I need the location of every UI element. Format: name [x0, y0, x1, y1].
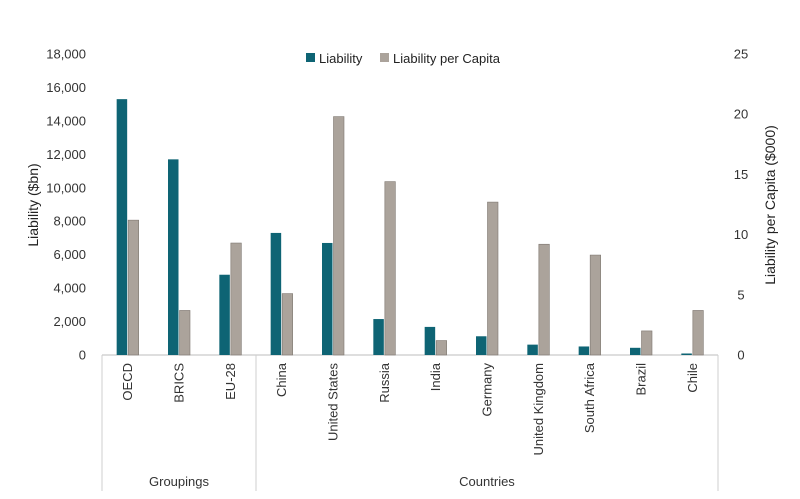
y-axis-title: Liability ($bn) [25, 163, 41, 246]
bar-liability [270, 232, 282, 355]
bar-liability-per-capita [435, 340, 447, 356]
y-tick-label: 14,000 [46, 113, 86, 128]
bar-liability-per-capita [281, 293, 293, 356]
y-tick-label: 6,000 [53, 247, 86, 262]
y-tick-label: 4,000 [53, 281, 86, 296]
x-tick-label: Germany [480, 363, 495, 417]
bar-liability-per-capita [487, 201, 499, 356]
x-tick-label: India [428, 362, 443, 391]
group-label: Groupings [149, 474, 209, 489]
y-tick-label: 18,000 [46, 47, 86, 62]
bar-liability [476, 336, 487, 355]
y2-tick-label: 10 [734, 227, 748, 242]
x-tick-label: Brazil [634, 363, 649, 396]
x-tick-label: BRICS [172, 363, 187, 403]
bar-liability [578, 346, 590, 355]
x-tick-label: OECD [120, 363, 135, 401]
y-tick-label: 10,000 [46, 180, 86, 195]
legend-swatch-liability-per-capita [380, 53, 389, 62]
bar-liability [116, 99, 128, 356]
x-tick-label: United States [326, 363, 341, 442]
x-tick-label: EU-28 [223, 363, 238, 400]
bar-liability-per-capita [641, 330, 653, 356]
bar-liability [630, 347, 641, 355]
x-tick-label: Chile [685, 363, 700, 393]
bar-liability-per-capita [692, 310, 704, 356]
x-tick-label: South Africa [582, 362, 597, 433]
y-tick-label: 16,000 [46, 80, 86, 95]
x-tick-label: China [274, 362, 289, 397]
bar-liability [219, 274, 230, 355]
group-label: Countries [459, 474, 515, 489]
y2-tick-label: 0 [737, 348, 744, 363]
legend-label-liability-per-capita: Liability per Capita [393, 51, 501, 66]
legend-swatch-liability [306, 53, 315, 62]
bar-liability [527, 344, 538, 355]
x-tick-label: United Kingdom [531, 363, 546, 456]
bar-liability-per-capita [333, 116, 345, 356]
bar-liability-per-capita [589, 254, 601, 356]
y-tick-label: 8,000 [53, 214, 86, 229]
bar-liability-per-capita [179, 310, 191, 356]
bar-liability-per-capita [384, 181, 396, 356]
legend-label-liability: Liability [319, 51, 363, 66]
y-tick-label: 2,000 [53, 314, 86, 329]
y2-tick-label: 20 [734, 107, 748, 122]
plot-area: 0 2,000 4,000 6,000 8,000 10,000 12,000 14,000 1… [46, 47, 748, 491]
y2-tick-label: 25 [734, 47, 748, 62]
y-tick-label: 12,000 [46, 147, 86, 162]
bar-liability-per-capita [127, 219, 139, 356]
y-tick-label: 0 [79, 348, 86, 363]
bar-liability-per-capita [230, 242, 242, 356]
y2-tick-label: 15 [734, 167, 748, 182]
bar-liability [681, 353, 692, 355]
bar-liability [168, 159, 179, 355]
x-tick-label: Russia [377, 362, 392, 403]
bar-liability [424, 326, 436, 355]
bar-liability-per-capita [538, 243, 550, 356]
y2-axis-title: Liability per Capita ($000) [762, 125, 778, 285]
y2-tick-label: 5 [737, 287, 744, 302]
legend: Liability Liability per Capita [306, 51, 501, 66]
bar-liability [322, 242, 333, 355]
bar-liability [373, 319, 384, 355]
